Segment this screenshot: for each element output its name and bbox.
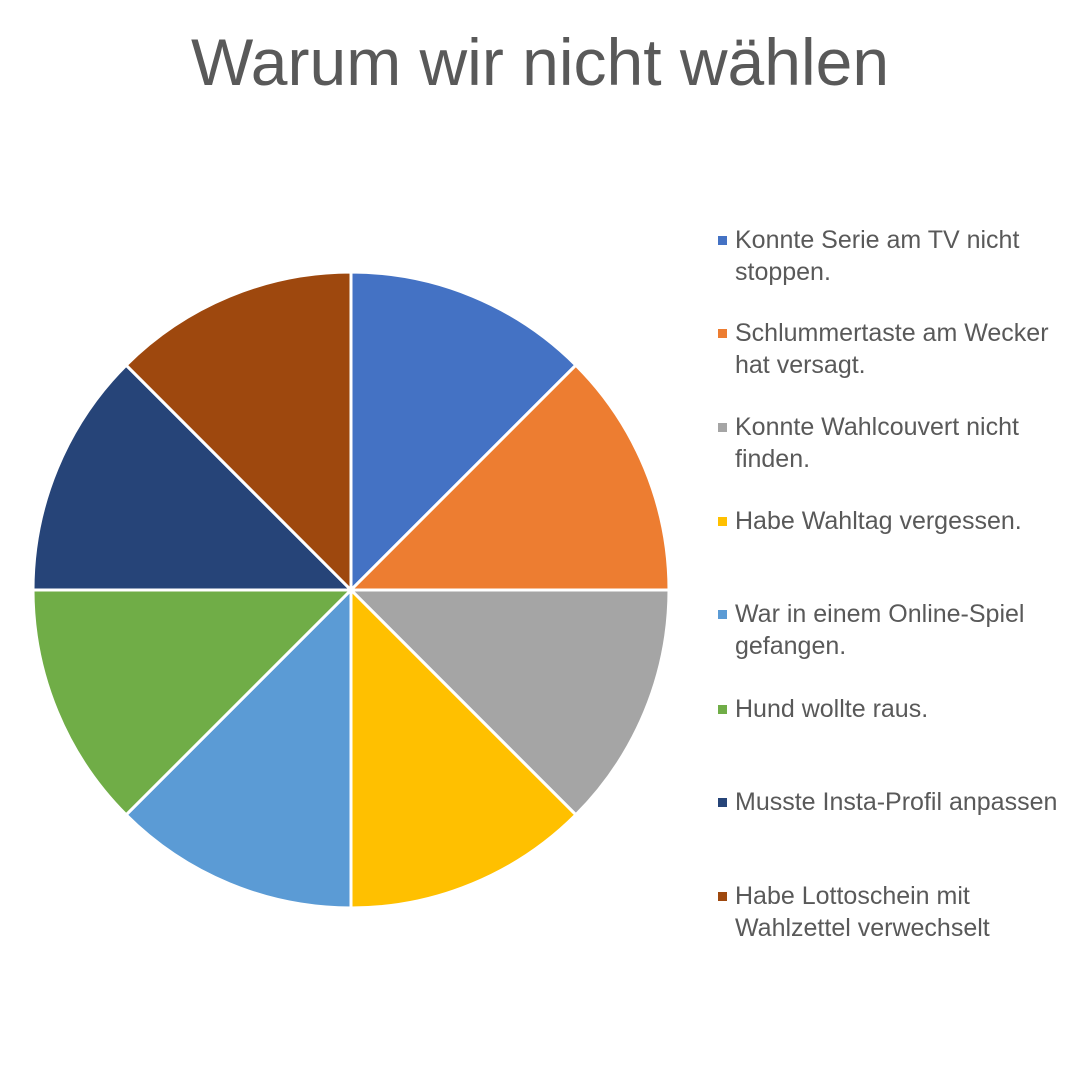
legend-swatch bbox=[718, 798, 727, 807]
pie-slice bbox=[124, 588, 353, 910]
legend-swatch bbox=[718, 329, 727, 338]
legend-swatch bbox=[718, 517, 727, 526]
legend-swatch bbox=[718, 423, 727, 432]
pie-slice bbox=[31, 363, 353, 592]
legend-label: Konnte Wahlcouvert nicht finden. bbox=[735, 413, 1019, 473]
pie-slice bbox=[124, 270, 353, 592]
pie-slice bbox=[349, 588, 671, 817]
legend-swatch bbox=[718, 705, 727, 714]
legend-label: Habe Lottoschein mit Wahlzettel verwechs… bbox=[735, 882, 990, 942]
chart-title: Warum wir nicht wählen bbox=[190, 25, 890, 99]
legend-swatch bbox=[718, 892, 727, 901]
pie-slice bbox=[349, 363, 671, 592]
legend-label: Schlummertaste am Wecker hat versagt. bbox=[735, 319, 1049, 379]
legend-label: Konnte Serie am TV nicht stoppen. bbox=[735, 226, 1020, 286]
legend-label: Musste Insta-Profil anpassen bbox=[735, 788, 1058, 816]
legend-swatch bbox=[718, 236, 727, 245]
pie-slice bbox=[31, 588, 353, 817]
legend-item: Habe Lottoschein mit Wahlzettel verwechs… bbox=[718, 880, 1070, 944]
pie-slice bbox=[349, 270, 578, 592]
legend-item: Schlummertaste am Wecker hat versagt. bbox=[718, 317, 1070, 381]
legend-item: Konnte Serie am TV nicht stoppen. bbox=[718, 224, 1070, 288]
legend-label: Habe Wahltag vergessen. bbox=[735, 507, 1022, 535]
legend-item: Musste Insta-Profil anpassen bbox=[718, 786, 1070, 818]
legend-label: War in einem Online-Spiel gefangen. bbox=[735, 600, 1025, 660]
pie-slice bbox=[349, 588, 578, 910]
legend-item: Hund wollte raus. bbox=[718, 693, 1070, 725]
legend: Konnte Serie am TV nicht stoppen. Schlum… bbox=[718, 0, 1070, 1080]
legend-label: Hund wollte raus. bbox=[735, 695, 929, 723]
legend-swatch bbox=[718, 610, 727, 619]
legend-item: Habe Wahltag vergessen. bbox=[718, 505, 1070, 537]
legend-item: Konnte Wahlcouvert nicht finden. bbox=[718, 411, 1070, 475]
legend-item: War in einem Online-Spiel gefangen. bbox=[718, 598, 1070, 662]
